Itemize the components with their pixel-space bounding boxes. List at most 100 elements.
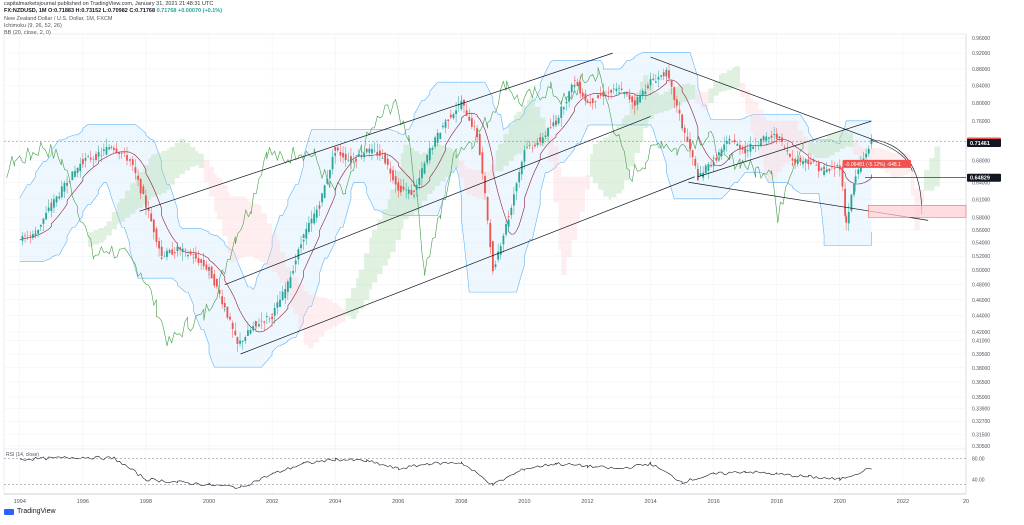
indicator-ichimoku[interactable]: Ichimoku (9, 26, 52, 26) xyxy=(4,23,62,29)
candle-body xyxy=(773,133,776,135)
ichimoku-cloud-segment xyxy=(471,169,478,197)
x-tick-label: 2006 xyxy=(392,499,404,505)
candle-body xyxy=(444,121,447,128)
ichimoku-cloud-segment xyxy=(629,103,635,167)
candle-body xyxy=(410,189,413,195)
candle-body xyxy=(736,143,739,146)
candle-body xyxy=(50,202,53,206)
candle-body xyxy=(675,99,678,106)
candle-body xyxy=(216,278,218,287)
ichimoku-cloud-segment xyxy=(871,147,877,168)
ichimoku-cloud-segment xyxy=(350,288,357,319)
candle-body xyxy=(744,150,747,152)
ichimoku-cloud-segment xyxy=(235,196,241,260)
candle-body xyxy=(670,80,673,87)
candle-body xyxy=(733,139,736,143)
candle-body xyxy=(560,106,563,119)
candle-body xyxy=(284,289,287,299)
y-tick-label: 0.80000 xyxy=(972,101,990,107)
candle-body xyxy=(591,98,594,104)
candle-body xyxy=(760,142,762,146)
candle-body xyxy=(53,199,55,208)
candle-body xyxy=(108,147,111,150)
x-tick-label: 2022 xyxy=(897,499,909,505)
candle-body xyxy=(723,144,726,151)
ichimoku-cloud-segment xyxy=(340,308,346,323)
candle-body xyxy=(607,91,610,93)
ichimoku-cloud-segment xyxy=(508,124,514,161)
ichimoku-cloud-segment xyxy=(445,147,451,177)
ichimoku-cloud-segment xyxy=(463,165,467,190)
ichimoku-cloud-segment xyxy=(503,133,509,166)
candle-body xyxy=(244,337,247,342)
candle-body xyxy=(444,119,447,121)
ichimoku-cloud-segment xyxy=(453,153,459,168)
candle-body xyxy=(397,184,400,188)
ichimoku-cloud-segment xyxy=(308,294,314,349)
candle-body xyxy=(499,245,502,255)
candle-body xyxy=(128,159,131,161)
candle-body xyxy=(131,159,134,166)
candle-body xyxy=(833,168,836,169)
ichimoku-cloud-segment xyxy=(687,82,691,101)
candle-body xyxy=(539,138,542,142)
candle-body xyxy=(29,235,32,236)
candle-body xyxy=(707,163,710,171)
candle-body xyxy=(812,159,815,162)
tradingview-brand[interactable]: TradingView xyxy=(4,508,56,515)
ichimoku-cloud-segment xyxy=(803,136,809,151)
candle-body xyxy=(513,194,515,206)
candle-body xyxy=(791,163,794,165)
candle-body xyxy=(788,153,791,157)
candle-body xyxy=(329,169,331,179)
candle-body xyxy=(352,160,355,162)
candle-body xyxy=(181,248,184,253)
candle-body xyxy=(163,256,166,258)
candle-body xyxy=(491,266,494,272)
candle-body xyxy=(515,183,518,192)
candle-body xyxy=(218,289,221,294)
candle-body xyxy=(236,337,239,344)
ichimoku-cloud-segment xyxy=(184,142,191,171)
candle-body xyxy=(436,132,439,143)
y-tick-label: 0.44000 xyxy=(972,314,990,320)
ichimoku-cloud-segment xyxy=(427,149,433,195)
y-tick-label: 0.46000 xyxy=(972,298,990,304)
candle-body xyxy=(254,321,257,327)
candle-body xyxy=(71,171,74,181)
ichimoku-cloud-segment xyxy=(658,94,664,113)
candle-body xyxy=(586,100,589,104)
ichimoku-cloud-segment xyxy=(240,196,246,258)
candle-body xyxy=(39,224,42,227)
candle-body xyxy=(534,144,536,147)
ichimoku-cloud-segment xyxy=(750,98,754,133)
ichimoku-cloud-segment xyxy=(608,134,612,200)
ichimoku-cloud-segment xyxy=(776,121,783,173)
x-tick-label: 1998 xyxy=(140,499,152,505)
candle-body xyxy=(778,136,781,138)
bb-lower-line xyxy=(19,124,872,368)
ichimoku-cloud-segment xyxy=(939,135,941,181)
candle-body xyxy=(712,157,715,159)
candle-body xyxy=(662,72,665,77)
candle-body xyxy=(510,207,513,216)
candle-body xyxy=(857,169,860,175)
candle-body xyxy=(197,257,200,264)
y-tick-label: 0.33900 xyxy=(972,406,990,412)
candle-body xyxy=(223,302,226,308)
channel-mid-line xyxy=(224,116,651,285)
candle-body xyxy=(447,119,450,121)
candle-body xyxy=(799,157,802,162)
ichimoku-cloud-segment xyxy=(174,142,180,179)
ichimoku-cloud-segment xyxy=(377,219,383,275)
candle-body xyxy=(636,97,639,105)
symbol[interactable]: FX:NZDUSD, 1M xyxy=(4,8,47,14)
ichimoku-cloud-segment xyxy=(277,240,280,277)
candle-body xyxy=(60,186,63,198)
candle-body xyxy=(307,222,310,232)
rsi-tick-label: 40.00 xyxy=(972,477,985,483)
candle-body xyxy=(92,158,95,160)
indicator-bb[interactable]: BB (20, close, 2, 0) xyxy=(4,30,51,36)
ichimoku-cloud-segment xyxy=(611,131,617,198)
